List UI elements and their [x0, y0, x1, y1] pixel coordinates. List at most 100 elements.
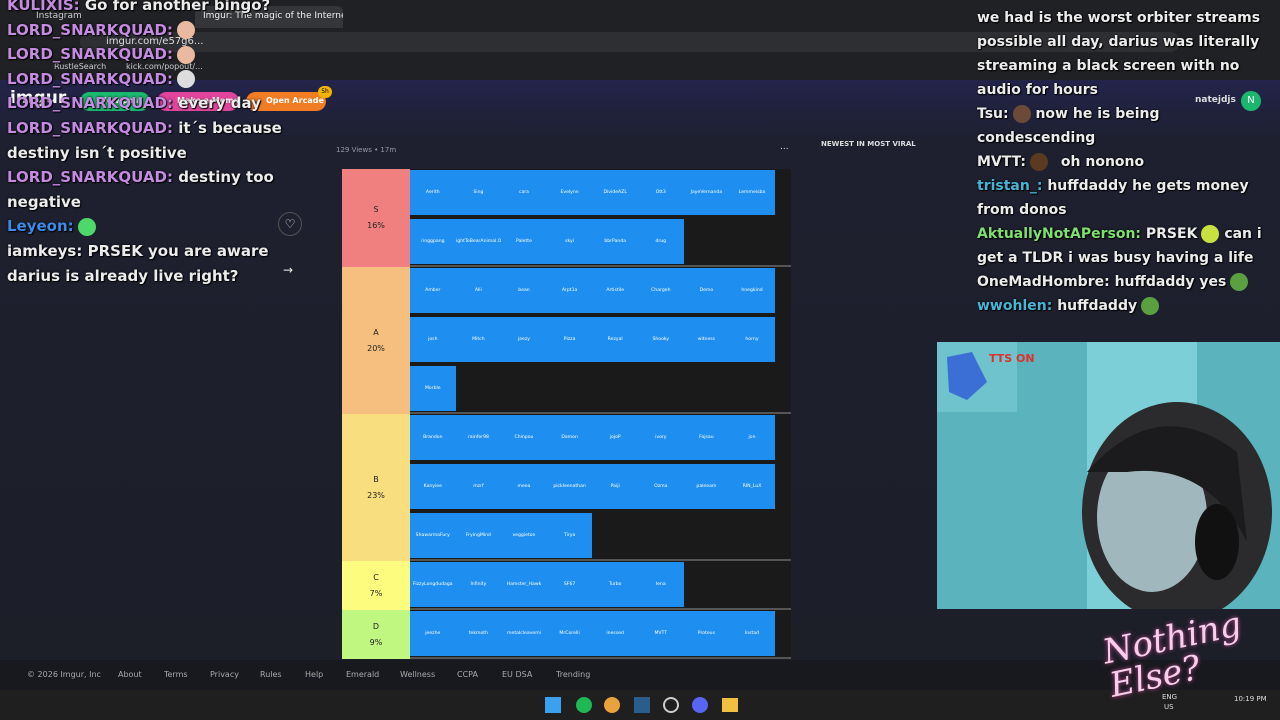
tab[interactable]: Instagram [36, 11, 82, 21]
app-icon[interactable] [692, 697, 708, 713]
tier-item[interactable]: Sing [455, 170, 502, 215]
clock[interactable]: 10:19 PM [1234, 695, 1267, 703]
tier-item[interactable]: Palette [501, 219, 547, 264]
tier-item[interactable]: SF67 [546, 562, 593, 607]
tier-item[interactable]: jeezy [501, 317, 547, 362]
tier-item[interactable]: Turbo [592, 562, 638, 607]
tier-item[interactable]: bean [501, 268, 547, 313]
tier-item[interactable]: Infinity [455, 562, 502, 607]
footer-link[interactable]: Emerald [346, 670, 380, 679]
tier-item[interactable]: horny [729, 317, 775, 362]
tier-item[interactable]: witness [683, 317, 730, 362]
tier-item[interactable]: Proteus [683, 611, 730, 656]
tier-item[interactable]: inessed [592, 611, 638, 656]
tier-item[interactable]: Shooky [638, 317, 684, 362]
button[interactable]: Open Arcade [246, 92, 326, 111]
tier-item[interactable]: mzrf [455, 464, 502, 509]
tier-item[interactable]: Morble [410, 366, 456, 411]
tier-item[interactable]: jojoP [592, 415, 638, 460]
chat-text: huffdaddy yes [1114, 274, 1227, 290]
tier-item[interactable]: Chargeh [638, 268, 684, 313]
tier-item[interactable]: jeezhe [410, 611, 456, 656]
tier-item[interactable]: tekmoth [455, 611, 502, 656]
tier-item[interactable]: Tirya [546, 513, 593, 558]
tier-item[interactable]: Mitch [455, 317, 502, 362]
tier-item[interactable]: Damon [546, 415, 593, 460]
tier-item[interactable]: rainfer98 [455, 415, 502, 460]
tier-item[interactable]: bbrPanda [592, 219, 638, 264]
footer-link[interactable]: Help [305, 670, 324, 679]
tier-item[interactable]: Instad [729, 611, 775, 656]
start-icon[interactable] [545, 697, 561, 713]
tier-item[interactable]: FryingMind [455, 513, 502, 558]
tier-item[interactable]: skyi [546, 219, 593, 264]
app-icon[interactable] [576, 697, 592, 713]
footer-link[interactable]: Wellness [400, 670, 436, 679]
tier-item[interactable]: metalcleavemi [501, 611, 547, 656]
button[interactable]: Make a Meme [157, 92, 239, 111]
tier-item[interactable]: Kanyiee [410, 464, 456, 509]
tier-item[interactable]: veggieton [501, 513, 547, 558]
logo[interactable]: imgur [10, 88, 67, 108]
tier-item[interactable]: Hamster_Hawk [501, 562, 547, 607]
tier-item[interactable]: hnegkind [729, 268, 775, 313]
tier-item[interactable]: Lemmeisba [729, 170, 775, 215]
button[interactable]: New post [80, 92, 150, 111]
tier-item[interactable]: ivory [638, 415, 684, 460]
share-button[interactable]: → [283, 263, 294, 277]
tier-item[interactable]: Fajsau [683, 415, 730, 460]
tier-item[interactable]: Evelynn [546, 170, 593, 215]
tier-item[interactable]: Demo [683, 268, 730, 313]
tier-item[interactable]: FizzyLongdudaga [410, 562, 456, 607]
tier-item[interactable]: Ott3 [638, 170, 684, 215]
avatar[interactable]: N [1241, 91, 1261, 111]
bookmark[interactable]: RustleSearch [54, 62, 107, 71]
username[interactable]: natejdjs [1195, 95, 1236, 105]
tier-item[interactable]: Arpt1a [546, 268, 593, 313]
tier-item[interactable]: ShawarmaFury [410, 513, 456, 558]
tier-item[interactable]: pickleenathan [546, 464, 593, 509]
tier-item[interactable]: Alli [455, 268, 502, 313]
tier-item[interactable]: MrCorelli [546, 611, 593, 656]
tier-item[interactable]: Ozma [638, 464, 684, 509]
tier-item[interactable]: DivideAZL [592, 170, 638, 215]
footer-link[interactable]: Trending [556, 670, 591, 679]
like-button[interactable]: ♡ [278, 212, 302, 236]
footer-link[interactable]: Privacy [210, 670, 239, 679]
app-icon[interactable] [634, 697, 650, 713]
app-icon[interactable] [663, 697, 679, 713]
app-icon[interactable] [604, 697, 620, 713]
tab[interactable]: Imgur: The magic of the Interne [195, 6, 343, 28]
tier-item[interactable]: ringgpang [410, 219, 456, 264]
tier-item[interactable]: Artistile [592, 268, 638, 313]
footer-link[interactable]: About [118, 670, 142, 679]
tier-item[interactable]: lena [638, 562, 684, 607]
tier-item[interactable]: JayeVernanda [683, 170, 730, 215]
tier-item[interactable]: RightToBearAnimal.OL [455, 219, 502, 264]
tier-item[interactable]: Brandon [410, 415, 456, 460]
tier-item[interactable]: Paiji [592, 464, 638, 509]
tier-item[interactable]: Rezyal [592, 317, 638, 362]
tier-item[interactable]: drug [638, 219, 684, 264]
tier-item[interactable]: Chinpou [501, 415, 547, 460]
tier-item[interactable]: RIN_LuX [729, 464, 775, 509]
tier-item[interactable]: paleeam [683, 464, 730, 509]
footer-link[interactable]: Terms [164, 670, 188, 679]
tier-item[interactable]: josh [410, 317, 456, 362]
tier-item[interactable]: Pizza [546, 317, 593, 362]
language[interactable]: ENG [1162, 693, 1178, 701]
app-icon[interactable] [722, 698, 738, 712]
tier-item[interactable]: Aerith [410, 170, 456, 215]
tier-item[interactable]: meea [501, 464, 547, 509]
region[interactable]: US [1164, 703, 1174, 711]
url[interactable]: imgur.com/e57g6... [106, 36, 204, 47]
tier-item[interactable]: jon [729, 415, 775, 460]
tier-item[interactable]: cara [501, 170, 547, 215]
more-button[interactable]: ... [780, 142, 789, 152]
bookmark[interactable]: kick.com/popout/... [126, 62, 203, 71]
footer-link[interactable]: EU DSA [502, 670, 533, 679]
tier-item[interactable]: Amber [410, 268, 456, 313]
tier-item[interactable]: MVTT [638, 611, 684, 656]
footer-link[interactable]: CCPA [457, 670, 478, 679]
footer-link[interactable]: Rules [260, 670, 282, 679]
